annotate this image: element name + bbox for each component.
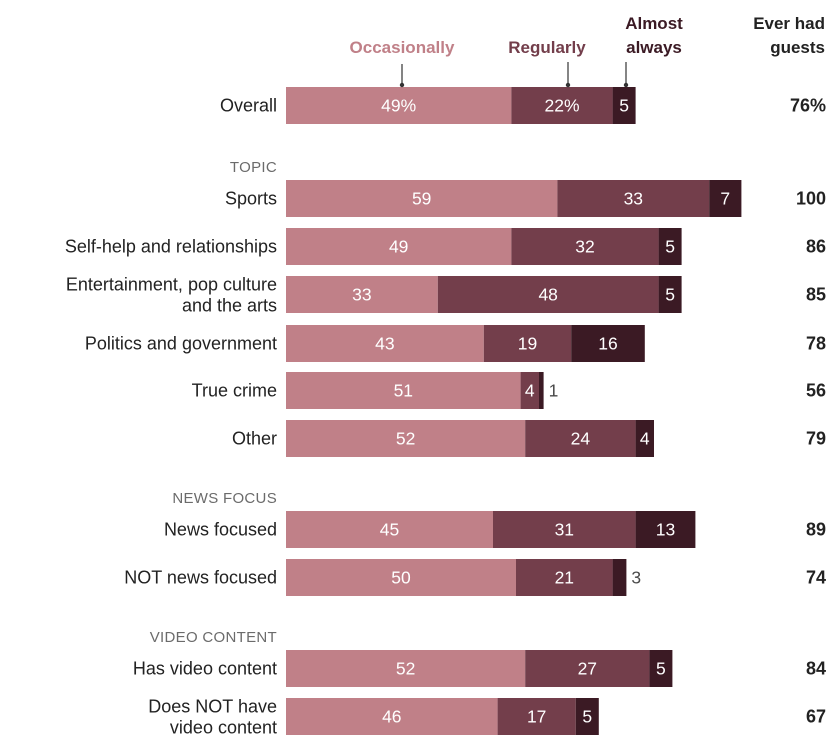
category-label: video content (170, 718, 277, 736)
total-value: 74 (806, 568, 826, 588)
data-label: 59 (412, 189, 431, 209)
category-label: Overall (220, 96, 277, 116)
legend-leader-dot (400, 83, 404, 87)
data-label: 31 (555, 520, 574, 540)
data-label: 5 (582, 707, 592, 727)
legend-regularly: Regularly (508, 38, 586, 57)
legend-almost-always-line2: always (626, 38, 682, 57)
total-value: 79 (806, 429, 826, 449)
section-label: NEWS FOCUS (172, 490, 277, 507)
total-value: 100 (796, 189, 826, 209)
total-value: 85 (806, 285, 826, 305)
total-value: 84 (806, 659, 826, 679)
data-label: 5 (665, 237, 675, 257)
data-label: 19 (518, 334, 537, 354)
category-label: NOT news focused (124, 568, 277, 588)
data-label: 5 (665, 285, 675, 305)
total-value: 86 (806, 237, 826, 257)
bar-segment (539, 372, 544, 409)
category-label: Entertainment, pop culture (66, 275, 277, 295)
data-label: 13 (656, 520, 675, 540)
category-label: News focused (164, 520, 277, 540)
category-label: and the arts (182, 296, 277, 316)
category-label: Other (232, 429, 277, 449)
data-label: 43 (375, 334, 394, 354)
data-label: 32 (575, 237, 594, 257)
category-label: True crime (192, 381, 277, 401)
legend-leader-dot (624, 83, 628, 87)
legend-leader-dot (566, 83, 570, 87)
data-label: 46 (382, 707, 401, 727)
data-label: 3 (631, 568, 641, 588)
total-header-line1: Ever had (753, 14, 825, 33)
data-label: 5 (619, 96, 629, 116)
data-label: 27 (578, 659, 597, 679)
category-label: Has video content (133, 659, 277, 679)
data-label: 1 (549, 381, 559, 401)
data-label: 50 (391, 568, 411, 588)
data-label: 24 (571, 429, 591, 449)
category-label: Self-help and relationships (65, 237, 277, 257)
data-label: 48 (538, 285, 557, 305)
legend-almost-always-line1: Almost (625, 14, 683, 33)
bar-segment (613, 559, 627, 596)
data-label: 17 (527, 707, 546, 727)
section-label: VIDEO CONTENT (150, 629, 277, 646)
total-value: 56 (806, 381, 826, 401)
data-label: 52 (396, 429, 415, 449)
category-label: Does NOT have (148, 697, 277, 717)
data-label: 7 (720, 189, 730, 209)
data-label: 45 (380, 520, 399, 540)
data-label: 22% (544, 96, 579, 116)
data-label: 16 (598, 334, 617, 354)
total-value: 67 (806, 707, 826, 727)
data-label: 52 (396, 659, 415, 679)
data-label: 51 (394, 381, 413, 401)
category-label: Politics and government (85, 334, 277, 354)
total-value: 76% (790, 96, 826, 116)
data-label: 33 (352, 285, 371, 305)
total-value: 89 (806, 520, 826, 540)
category-label: Sports (225, 189, 277, 209)
data-label: 49% (381, 96, 416, 116)
data-label: 33 (624, 189, 643, 209)
data-label: 4 (525, 381, 535, 401)
data-label: 5 (656, 659, 666, 679)
total-value: 78 (806, 334, 826, 354)
section-label: TOPIC (230, 159, 277, 176)
legend-occasionally: Occasionally (350, 38, 455, 57)
data-label: 4 (640, 429, 650, 449)
data-label: 49 (389, 237, 408, 257)
total-header-line2: guests (770, 38, 825, 57)
data-label: 21 (555, 568, 574, 588)
